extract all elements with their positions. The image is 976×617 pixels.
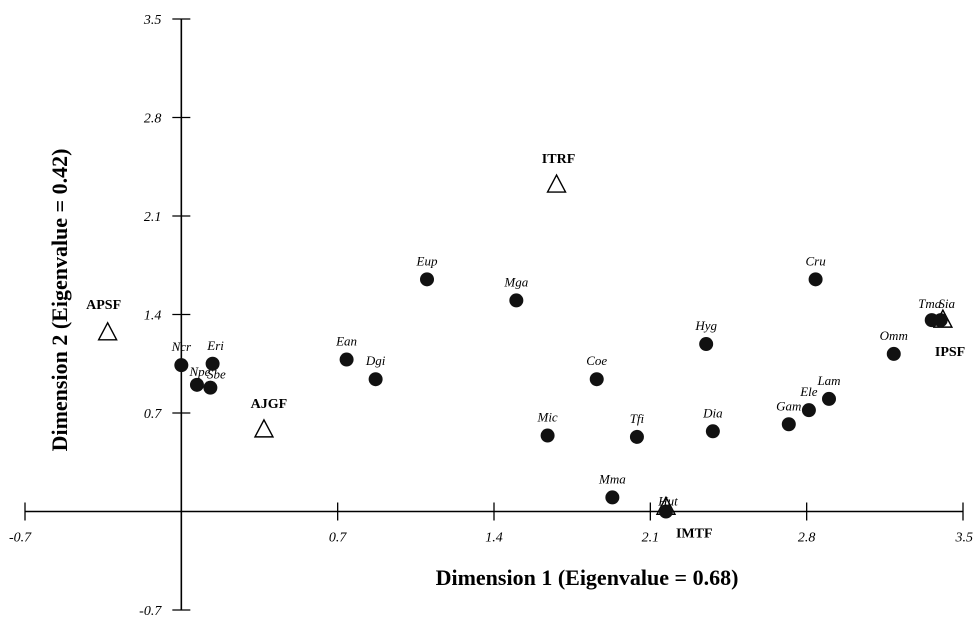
species-label: Lam bbox=[816, 373, 840, 388]
species-point bbox=[189, 377, 204, 392]
species-label: Ean bbox=[335, 334, 357, 349]
species-point bbox=[886, 346, 901, 361]
species-point bbox=[808, 272, 823, 287]
species-label: Gam bbox=[776, 398, 801, 413]
species-point bbox=[540, 428, 555, 443]
species-point bbox=[705, 424, 720, 439]
species-point bbox=[699, 337, 714, 352]
x-tick-label: 1.4 bbox=[485, 531, 503, 546]
y-axis-title: Dimension 2 (Eigenvalue = 0.42) bbox=[47, 149, 72, 452]
species-point bbox=[658, 504, 673, 519]
site-marker bbox=[97, 321, 118, 341]
species-point bbox=[801, 403, 816, 418]
species-label: Coe bbox=[586, 353, 607, 368]
site-label: AJGF bbox=[251, 397, 288, 412]
species-point bbox=[368, 372, 383, 387]
site-marker bbox=[253, 418, 275, 438]
site-label: ITRF bbox=[542, 152, 575, 167]
species-label: Hyg bbox=[694, 318, 717, 333]
species-point bbox=[339, 352, 354, 367]
species-point bbox=[933, 313, 948, 328]
x-tick-label: 2.1 bbox=[642, 531, 660, 546]
y-tick-label: 3.5 bbox=[143, 13, 162, 28]
species-label: Dgi bbox=[365, 353, 386, 368]
species-label: Ncr bbox=[171, 339, 192, 354]
x-axis-title: Dimension 1 (Eigenvalue = 0.68) bbox=[436, 565, 739, 590]
axes bbox=[25, 19, 963, 610]
species-label: Omm bbox=[880, 328, 908, 343]
x-tick-label: 2.8 bbox=[798, 531, 816, 546]
x-tick-label: 3.5 bbox=[955, 531, 974, 546]
species-point bbox=[509, 293, 524, 308]
species-point bbox=[589, 372, 604, 387]
species-label: Sia bbox=[938, 296, 955, 311]
species-point bbox=[205, 356, 220, 371]
species-label: Sbe bbox=[207, 367, 226, 382]
site-label: IMTF bbox=[676, 526, 713, 541]
species-label: Eup bbox=[416, 253, 438, 268]
y-tick-label: -0.7 bbox=[139, 604, 162, 617]
species-point bbox=[174, 358, 189, 373]
species-point bbox=[629, 429, 644, 444]
species-point bbox=[605, 490, 620, 505]
species-label: Eri bbox=[206, 338, 224, 353]
species-label: Mga bbox=[503, 274, 528, 289]
species-label: Npe bbox=[188, 364, 210, 379]
x-tick-label: 0.7 bbox=[329, 531, 348, 546]
species-label: Mic bbox=[536, 410, 557, 425]
species-point bbox=[203, 380, 218, 395]
species-label: Tfi bbox=[630, 411, 645, 426]
species-label: Hut bbox=[657, 494, 678, 509]
species-point bbox=[822, 391, 836, 406]
species-label: Mma bbox=[598, 471, 626, 486]
species-label: Dia bbox=[702, 405, 723, 420]
species-point bbox=[781, 417, 796, 432]
site-marker bbox=[546, 173, 567, 193]
site-label: IPSF bbox=[935, 345, 965, 360]
site-label: APSF bbox=[86, 298, 121, 313]
species-label: Ele bbox=[799, 384, 818, 399]
y-tick-label: 1.4 bbox=[144, 309, 162, 324]
species-label: Tma bbox=[918, 296, 942, 311]
species-point bbox=[420, 272, 434, 287]
y-tick-label: 2.8 bbox=[144, 112, 162, 127]
y-tick-label: 0.7 bbox=[144, 407, 163, 422]
y-tick-label: 2.1 bbox=[144, 210, 162, 225]
species-label: Cru bbox=[805, 253, 826, 268]
ticks: -0.7 0.7 1.4 2.1 2.8 3.5 3.5 2.8 2.1 1.4 0.7 -0.7 bbox=[9, 13, 973, 617]
x-tick-label: -0.7 bbox=[9, 531, 32, 546]
